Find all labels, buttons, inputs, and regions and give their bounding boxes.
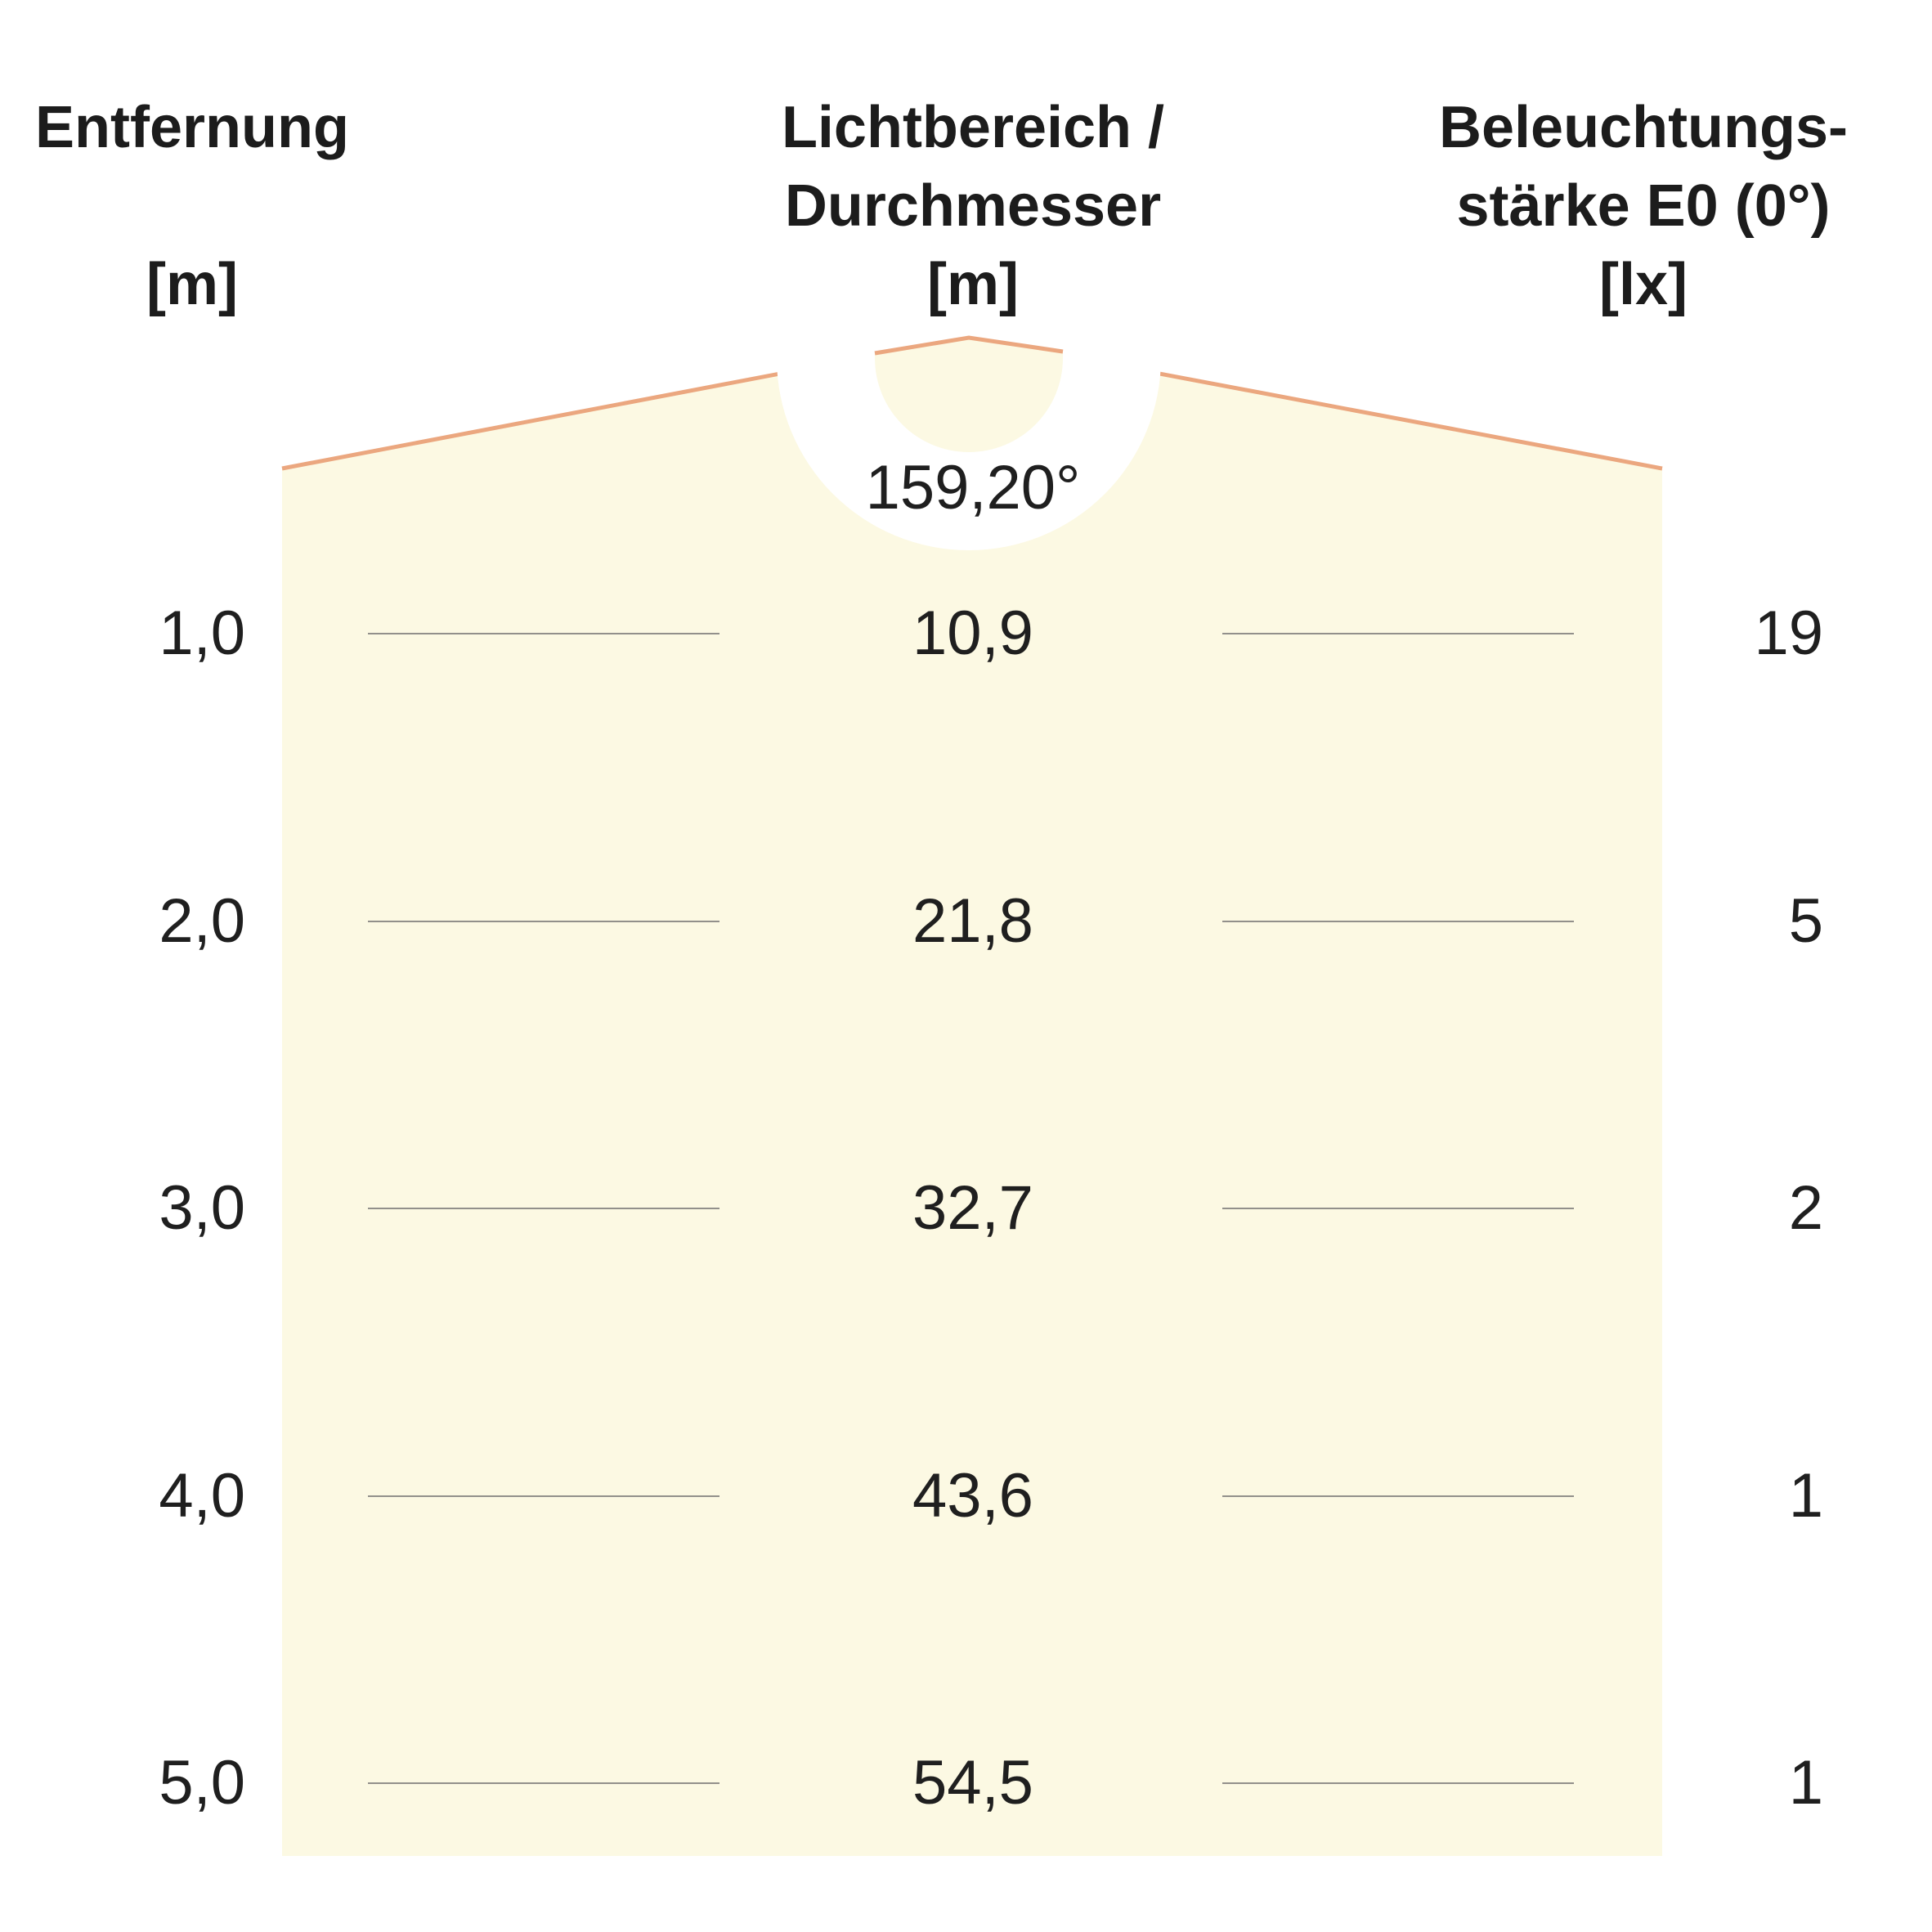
header-diameter: Lichtbereich / Durchmesser [m] (744, 88, 1202, 324)
distance-value: 5,0 (159, 1748, 245, 1818)
header-diameter-title-2: Durchmesser (784, 173, 1162, 239)
illuminance-value: 1 (1788, 1748, 1823, 1818)
header-illuminance-title: Beleuchtungs- (1438, 95, 1849, 160)
illuminance-value: 1 (1788, 1461, 1823, 1531)
illuminance-value: 5 (1788, 886, 1823, 956)
distance-value: 1,0 (159, 598, 245, 668)
diameter-value: 54,5 (912, 1748, 1033, 1818)
header-diameter-title: Lichtbereich / (781, 95, 1165, 160)
header-distance-title: Entfernung (35, 95, 349, 160)
diameter-value: 21,8 (912, 886, 1033, 956)
illuminance-value: 2 (1788, 1173, 1823, 1243)
angle-wedge-edge (874, 335, 1064, 356)
illuminance-value: 19 (1754, 598, 1823, 668)
distance-value: 4,0 (159, 1461, 245, 1531)
header-illuminance: Beleuchtungs- stärke E0 (0°) [lx] (1390, 88, 1897, 324)
angle-wedge (875, 338, 1063, 452)
header-distance-unit: [m] (146, 252, 238, 317)
distance-value: 3,0 (159, 1173, 245, 1243)
diameter-value: 32,7 (912, 1173, 1033, 1243)
distance-value: 2,0 (159, 886, 245, 956)
header-diameter-unit: [m] (927, 252, 1019, 317)
header-illuminance-title-2: stärke E0 (0°) (1456, 173, 1831, 239)
diameter-value: 43,6 (912, 1461, 1033, 1531)
beam-angle-label: 159,20° (865, 453, 1081, 522)
header-distance-title-2 (25, 167, 360, 245)
header-illuminance-unit: [lx] (1599, 252, 1688, 317)
diameter-value: 10,9 (912, 598, 1033, 668)
angle-arc-background (777, 358, 1161, 550)
header-distance: Entfernung [m] (25, 88, 360, 324)
light-area (282, 338, 1662, 1856)
divider-lines (368, 633, 1574, 1784)
